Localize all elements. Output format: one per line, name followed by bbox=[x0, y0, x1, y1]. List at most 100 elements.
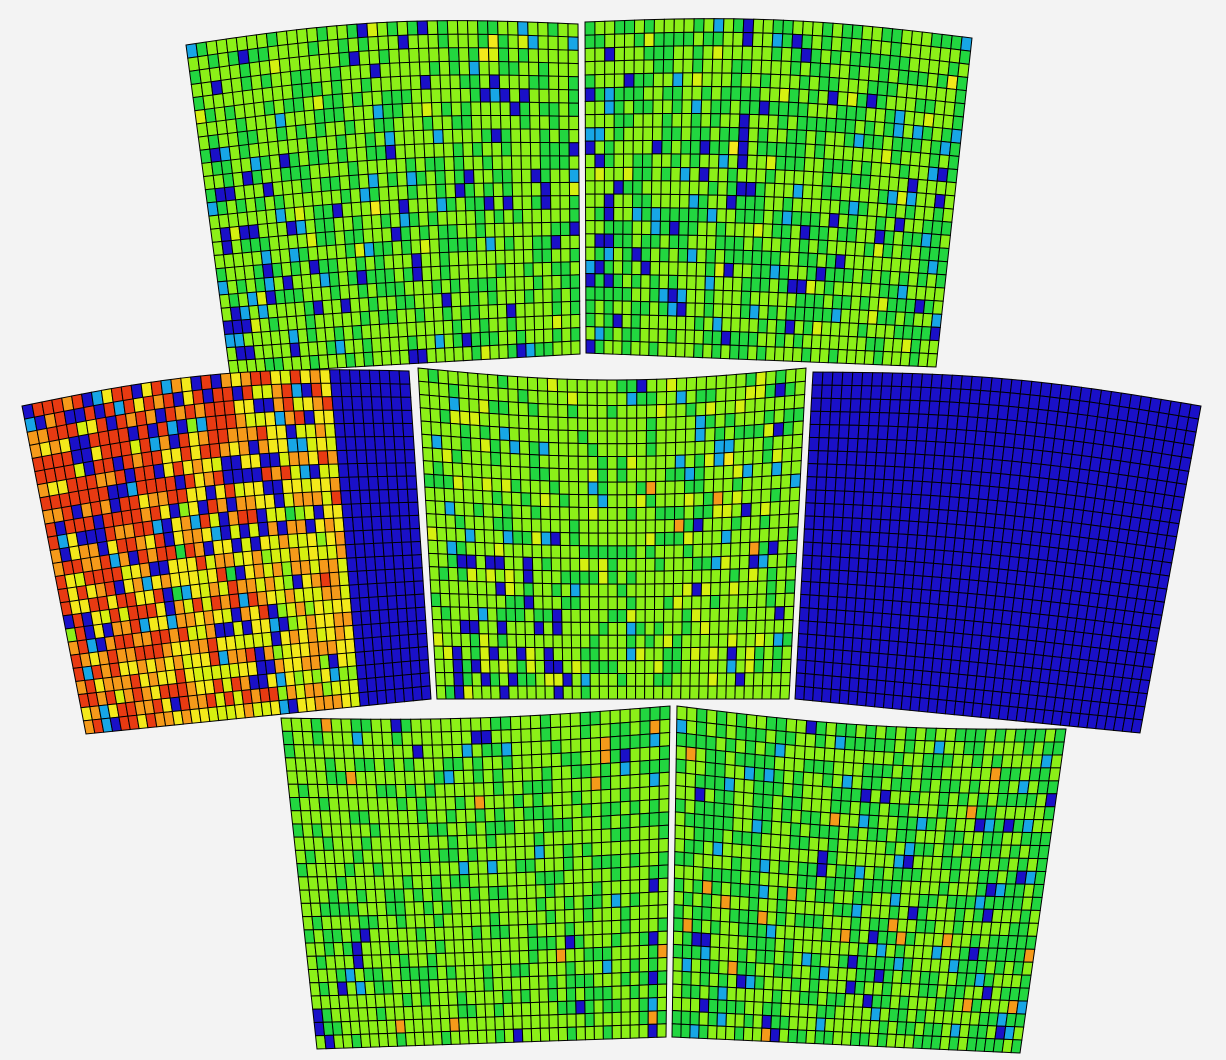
module-middle-center-cell-2-38 bbox=[793, 393, 806, 410]
module-top-left-cell-9-18 bbox=[375, 145, 387, 162]
module-middle-center-cell-23-16 bbox=[580, 672, 591, 687]
module-top-right-cell-8-18 bbox=[757, 127, 769, 143]
module-top-right-cell-3-12 bbox=[701, 58, 714, 74]
module-top-left-cell-12-18 bbox=[378, 186, 390, 203]
module-middle-right-cell-22-3 bbox=[822, 661, 834, 677]
module-top-right-cell-3-30 bbox=[877, 67, 890, 83]
module-middle-center-cell-10-4 bbox=[463, 502, 475, 517]
module-middle-center-cell-17-12 bbox=[542, 595, 553, 610]
module-middle-left-cell-18-35 bbox=[387, 608, 399, 624]
module-bottom-left-cell-1-32 bbox=[599, 723, 611, 739]
module-top-right-cell-13-22 bbox=[791, 197, 803, 213]
module-middle-right-cell-5-0 bbox=[808, 436, 820, 452]
module-top-right-cell-6-24 bbox=[816, 103, 829, 119]
module-bottom-left-cell-1-20 bbox=[480, 729, 493, 745]
module-middle-center-cell-2-32 bbox=[734, 399, 746, 414]
module-top-right-cell-6-25 bbox=[826, 103, 838, 120]
module-top-right-cell-10-17 bbox=[746, 154, 758, 170]
module-top-left-cell-1-31 bbox=[497, 34, 509, 50]
module-middle-center-cell-0-35 bbox=[765, 370, 777, 386]
module-top-right-cell-21-30 bbox=[857, 309, 870, 325]
module-top-left-cell-16-13 bbox=[335, 243, 347, 260]
module-top-left-cell-17-36 bbox=[550, 248, 562, 264]
module-middle-left-cell-1-36 bbox=[379, 383, 392, 399]
module-middle-center-cell-14-4 bbox=[465, 554, 477, 570]
module-top-right-cell-0-17 bbox=[752, 18, 765, 34]
module-middle-center-cell-3-0 bbox=[419, 407, 432, 423]
module-middle-right-cell-5-2 bbox=[827, 437, 840, 452]
module-top-right-cell-17-11 bbox=[686, 248, 698, 264]
module-top-right-cell-1-32 bbox=[899, 42, 912, 59]
module-middle-left-cell-17-32 bbox=[359, 596, 371, 613]
module-middle-right-cell-2-10 bbox=[908, 399, 921, 415]
module-middle-left-cell-5-38 bbox=[403, 436, 415, 451]
module-middle-right-cell-23-38 bbox=[1132, 705, 1146, 721]
module-middle-right-cell-0-6 bbox=[871, 372, 884, 387]
module-middle-center-cell-5-19 bbox=[606, 443, 618, 458]
module-top-right-cell-4-27 bbox=[847, 78, 860, 94]
module-top-right-cell-11-10 bbox=[679, 166, 691, 182]
module-middle-center-cell-11-10 bbox=[521, 517, 533, 533]
module-middle-right-cell-15-8 bbox=[874, 572, 887, 588]
module-top-left-cell-13-28 bbox=[474, 196, 486, 212]
module-top-right-cell-13-17 bbox=[744, 195, 756, 211]
module-top-left-cell-2-29 bbox=[477, 47, 490, 64]
module-middle-right-cell-3-8 bbox=[887, 412, 900, 428]
module-top-right-cell-22-11 bbox=[684, 315, 696, 331]
module-bottom-left-cell-2-11 bbox=[392, 744, 405, 759]
module-bottom-left-cell-1-1 bbox=[291, 730, 305, 746]
module-middle-center-cell-12-31 bbox=[720, 529, 732, 545]
module-top-right-cell-23-26 bbox=[819, 334, 831, 350]
module-top-left-cell-12-11 bbox=[311, 190, 324, 208]
module-middle-center-cell-23-34 bbox=[743, 672, 755, 687]
module-middle-center-cell-6-18 bbox=[597, 455, 608, 470]
module-top-right-cell-13-5 bbox=[632, 193, 643, 209]
module-middle-center-cell-20-30 bbox=[708, 633, 720, 648]
module-top-left-cell-13-26 bbox=[455, 196, 467, 213]
module-middle-center-cell-19-28 bbox=[690, 621, 702, 636]
module-top-right-cell-17-20 bbox=[769, 250, 782, 266]
module-top-left-cell-17-27 bbox=[467, 250, 478, 267]
module-top-left-cell-3-37 bbox=[557, 62, 569, 78]
module-middle-center-cell-22-1 bbox=[443, 658, 455, 674]
module-middle-center-cell-5-27 bbox=[684, 441, 696, 456]
module-top-left-cell-14-33 bbox=[521, 208, 533, 224]
module-middle-center-cell-7-31 bbox=[722, 464, 734, 480]
module-top-right-cell-10-16 bbox=[737, 154, 749, 170]
module-middle-left-cell-23-35 bbox=[392, 674, 404, 690]
module-top-left-cell-23-21 bbox=[416, 334, 428, 351]
module-middle-left-cell-17-33 bbox=[368, 596, 380, 612]
module-middle-center-cell-24-6 bbox=[490, 685, 501, 700]
module-middle-right-cell-11-6 bbox=[860, 517, 872, 533]
module-middle-center-cell-19-8 bbox=[505, 620, 517, 635]
module-middle-left-cell-22-34 bbox=[382, 662, 395, 678]
module-top-left-cell-19-27 bbox=[468, 277, 480, 294]
module-middle-right-cell-14-4 bbox=[838, 556, 851, 572]
module-top-left-cell-19-18 bbox=[385, 281, 397, 298]
module-top-left-cell-23-14 bbox=[352, 338, 365, 354]
module-middle-left-cell-12-29 bbox=[324, 531, 337, 548]
module-top-left-cell-23-23 bbox=[434, 333, 446, 350]
module-middle-center-cell-23-13 bbox=[553, 672, 564, 687]
module-top-left-cell-23-38 bbox=[570, 327, 581, 342]
module-middle-center-cell-24-34 bbox=[743, 685, 754, 700]
module-middle-right-cell-18-7 bbox=[862, 611, 874, 627]
module-top-left-cell-14-28 bbox=[474, 209, 486, 226]
module-middle-center-cell-19-6 bbox=[487, 620, 499, 635]
module-middle-left-cell-5-32 bbox=[344, 436, 357, 453]
module-top-left-cell-9-25 bbox=[442, 142, 455, 159]
module-top-left-cell-23-20 bbox=[407, 335, 419, 351]
module-middle-center-cell-3-35 bbox=[763, 409, 775, 425]
module-middle-left-cell-7-34 bbox=[366, 462, 379, 479]
module-top-right-cell-9-25 bbox=[823, 144, 836, 160]
module-middle-center-cell-23-10 bbox=[525, 672, 537, 687]
module-top-right-cell-24-10 bbox=[675, 342, 686, 358]
module-middle-right-cell-10-1 bbox=[814, 502, 826, 518]
module-top-right-cell-0-32 bbox=[900, 29, 914, 45]
module-top-left-cell-2-34 bbox=[527, 48, 540, 64]
module-middle-right-cell-9-6 bbox=[862, 491, 874, 507]
module-top-right-cell-14-10 bbox=[678, 207, 690, 223]
module-top-right-cell-15-30 bbox=[864, 228, 877, 244]
module-middle-right-cell-12-38 bbox=[1159, 561, 1173, 577]
module-top-right-cell-10-13 bbox=[708, 153, 720, 169]
